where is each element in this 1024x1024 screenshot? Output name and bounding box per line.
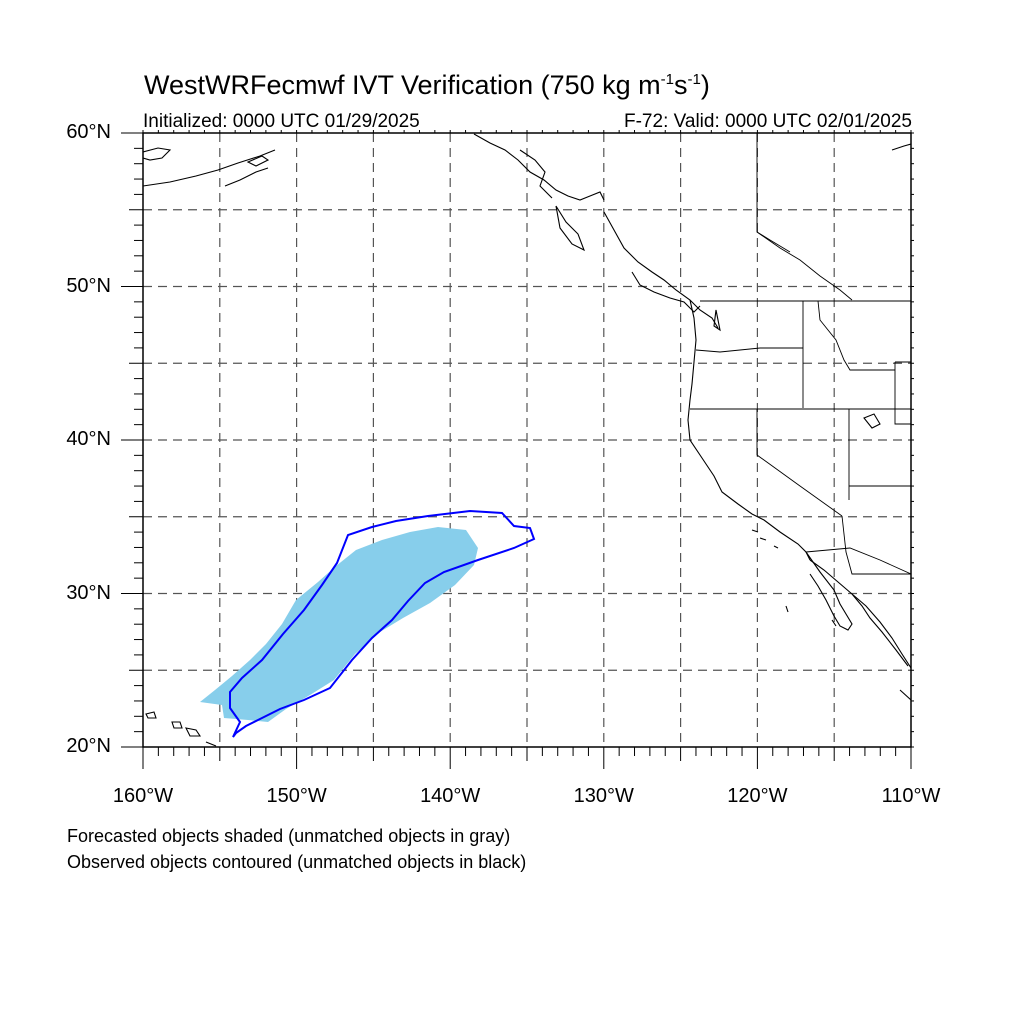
legend-observed-note: Observed objects contoured (unmatched ob… (67, 852, 527, 872)
lon-label: 140°W (420, 785, 481, 807)
coastlines (143, 133, 911, 747)
lon-label: 120°W (727, 785, 788, 807)
forecast-object (200, 527, 478, 722)
initialized-time: Initialized: 0000 UTC 01/29/2025 (143, 111, 420, 132)
lat-label: 50°N (66, 274, 111, 297)
legend-forecast-note: Forecasted objects shaded (unmatched obj… (67, 826, 511, 846)
chart-title: WestWRFecmwf IVT Verification (750 kg m-… (144, 70, 710, 100)
valid-time: F-72: Valid: 0000 UTC 02/01/2025 (624, 111, 912, 132)
lat-label: 60°N (66, 121, 111, 143)
lat-label: 30°N (66, 581, 111, 604)
observed-object (229, 509, 536, 738)
lon-label: 110°W (881, 785, 941, 807)
lat-label: 40°N (66, 428, 111, 450)
lon-label: 160°W (112, 785, 174, 807)
lon-label: 130°W (573, 785, 634, 807)
state-borders (690, 133, 911, 575)
axis-ticks (121, 130, 914, 769)
lat-label: 20°N (66, 735, 111, 757)
lon-label: 150°W (266, 785, 327, 807)
plot-frame (142, 132, 912, 748)
gridlines (143, 133, 911, 747)
